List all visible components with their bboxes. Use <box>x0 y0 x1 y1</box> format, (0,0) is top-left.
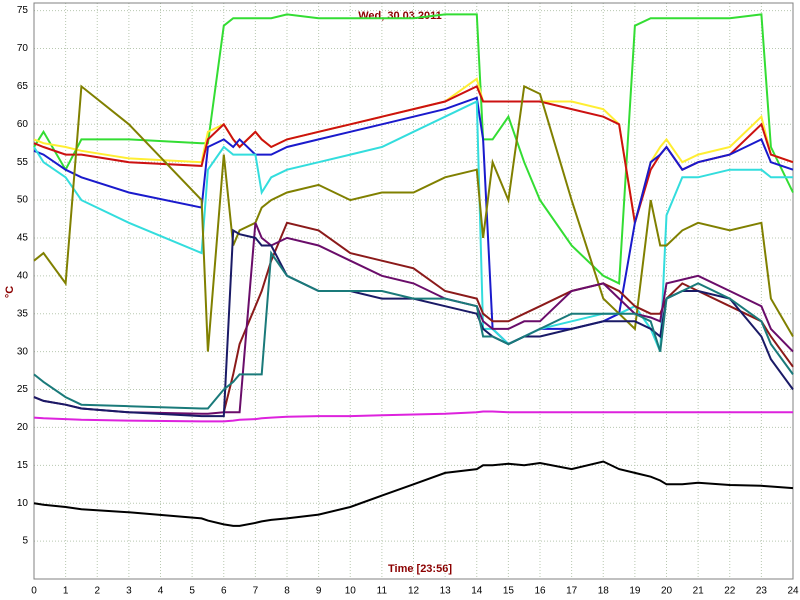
series-line <box>33 96 794 346</box>
x-tick-label: 1 <box>63 586 69 597</box>
x-tick-label: 23 <box>756 586 768 597</box>
x-tick-label: 14 <box>471 586 483 597</box>
x-axis-label: Time [23:56] <box>388 563 452 575</box>
x-tick-label: 8 <box>284 586 290 597</box>
x-tick-label: 2 <box>94 586 100 597</box>
y-tick-label: 25 <box>17 384 29 395</box>
y-tick-label: 10 <box>17 498 29 509</box>
series-line <box>33 77 794 224</box>
x-tick-label: 0 <box>31 586 37 597</box>
y-tick-label: 60 <box>17 119 29 130</box>
x-tick-label: 24 <box>787 586 799 597</box>
x-tick-label: 5 <box>189 586 195 597</box>
y-tick-label: 20 <box>17 422 29 433</box>
series-line <box>33 250 794 410</box>
x-tick-label: 19 <box>629 586 641 597</box>
x-tick-label: 9 <box>316 586 322 597</box>
x-tick-label: 22 <box>724 586 736 597</box>
y-tick-label: 5 <box>22 536 28 547</box>
x-tick-label: 20 <box>661 586 673 597</box>
x-tick-label: 13 <box>440 586 452 597</box>
y-tick-label: 50 <box>17 195 29 206</box>
series-line <box>33 13 794 285</box>
x-tick-label: 16 <box>534 586 546 597</box>
y-tick-label: 55 <box>17 157 29 168</box>
x-tick-label: 4 <box>158 586 164 597</box>
x-tick-label: 7 <box>253 586 259 597</box>
series-line <box>33 410 793 423</box>
y-tick-label: 75 <box>17 5 29 16</box>
x-tick-label: 21 <box>693 586 705 597</box>
y-tick-label: 45 <box>17 233 29 244</box>
plot-frame <box>33 2 794 580</box>
y-tick-label: 30 <box>17 346 29 357</box>
y-tick-label: 40 <box>17 270 29 281</box>
x-tick-label: 17 <box>566 586 578 597</box>
y-axis-label: °C <box>4 286 16 298</box>
series-line <box>33 99 793 352</box>
x-tick-label: 18 <box>598 586 610 597</box>
series-line <box>33 84 794 352</box>
y-tick-label: 65 <box>17 81 29 92</box>
y-tick-label: 35 <box>17 308 29 319</box>
x-tick-label: 6 <box>221 586 227 597</box>
series-line <box>33 460 794 527</box>
y-tick-label: 70 <box>17 43 29 54</box>
x-tick-label: 12 <box>408 586 420 597</box>
x-tick-label: 11 <box>377 586 388 597</box>
y-tick-label: 15 <box>17 460 29 471</box>
x-tick-label: 10 <box>345 586 357 597</box>
x-tick-label: 3 <box>126 586 132 597</box>
x-tick-label: 15 <box>503 586 515 597</box>
